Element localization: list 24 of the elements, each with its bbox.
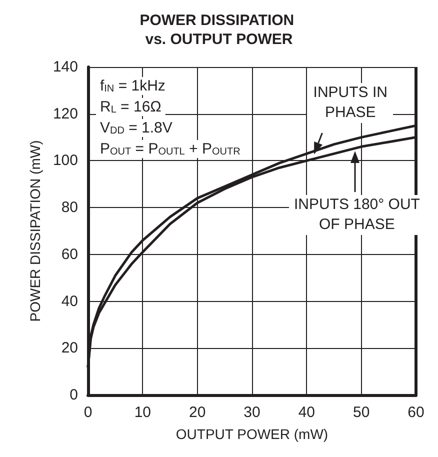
- y-tick-label: 120: [52, 105, 78, 122]
- y-tick-label: 40: [61, 292, 78, 310]
- x-tick-label: 30: [244, 404, 260, 421]
- annotation: RL = 16Ω: [100, 98, 162, 116]
- chart-title: POWER DISSIPATION vs. OUTPUT POWER: [140, 12, 298, 48]
- y-tick-label: 60: [61, 246, 78, 263]
- x-tick-label: 20: [188, 404, 206, 421]
- x-tick-label: 40: [298, 404, 316, 421]
- annotation: VDD = 1.8V: [100, 120, 172, 136]
- x-tick-label: 0: [84, 404, 92, 421]
- y-axis-title: POWER DISSIPATION (mW): [27, 140, 44, 322]
- y-tick-label: 80: [61, 199, 78, 216]
- x-tick-label: 50: [352, 404, 370, 421]
- y-tick-label: 20: [61, 340, 78, 357]
- x-axis-title: OUTPUT POWER (mW): [176, 426, 328, 442]
- annotation: POUT = POUTL + POUTR: [100, 140, 240, 158]
- series-label: INPUTS IN PHASE: [307, 83, 394, 124]
- x-tick-label: 60: [408, 404, 424, 421]
- x-tick-label: 10: [134, 404, 152, 421]
- y-tick-label: 100: [52, 152, 78, 170]
- legend-label: INPUTS 180° OUT OF PHASE: [288, 194, 425, 235]
- y-tick-label: 0: [70, 386, 78, 404]
- y-tick-label: 140: [52, 58, 78, 76]
- annotation: fIN = 1kHz: [100, 78, 166, 94]
